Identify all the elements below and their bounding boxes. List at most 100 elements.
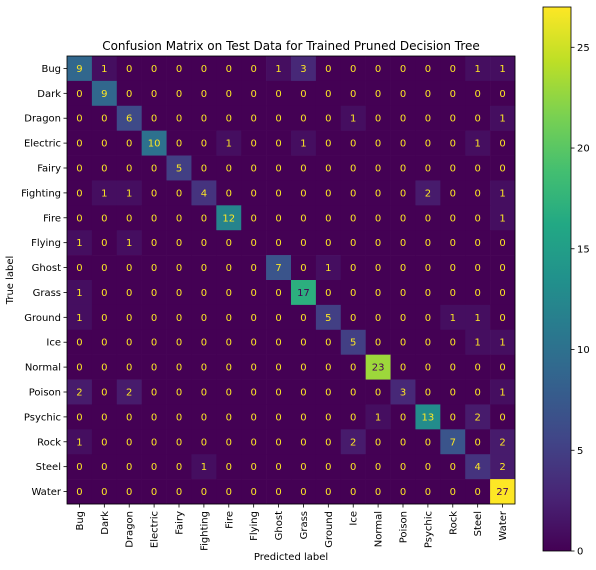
- heatmap-cell: [241, 280, 267, 306]
- heatmap-cell: [365, 379, 391, 405]
- heatmap-cell: [266, 205, 292, 231]
- heatmap-cell: [291, 354, 317, 380]
- cell-value-label: 0: [300, 164, 306, 175]
- cell-value-label: 0: [226, 388, 232, 399]
- heatmap-cell: [266, 454, 292, 480]
- heatmap-cell: [365, 205, 391, 231]
- heatmap-cell: [191, 56, 217, 82]
- cell-value-label: 0: [375, 338, 381, 349]
- heatmap-cell: [440, 56, 466, 82]
- cell-value-label: 0: [350, 89, 356, 100]
- y-axis-ticks: Bug Dark Dragon Electric Fairy Fighting Fire Fl…: [21, 64, 67, 498]
- heatmap-cell: [315, 354, 342, 380]
- heatmap-cell: [315, 404, 342, 430]
- heatmap-cell: [266, 379, 292, 405]
- heatmap-cell: [340, 280, 366, 306]
- cell-value-label: 0: [425, 64, 431, 75]
- cell-value-label: 0: [325, 238, 331, 249]
- y-tick-label: Bug: [41, 64, 61, 75]
- cell-value-label: 1: [499, 338, 505, 349]
- cell-value-label: 0: [425, 288, 431, 299]
- heatmap-cell: [291, 329, 317, 355]
- heatmap-cell: [340, 105, 366, 131]
- heatmap-cell: [315, 304, 342, 331]
- heatmap-cells: 9 1 0 0 0 0 0 0 1 3 0 0 0 0 0 0 1 10 9 0 0 0 0 0 0 0 0 0 0 0 0 0 0 0 00 0 6 0…: [67, 56, 516, 505]
- heatmap-cell: [166, 230, 192, 256]
- cell-value-label: 0: [226, 64, 232, 75]
- heatmap-cell: [365, 354, 391, 380]
- heatmap-cell: [490, 304, 516, 331]
- heatmap-cell: [315, 429, 342, 455]
- cell-value-label: 0: [350, 288, 356, 299]
- heatmap-cell: [191, 255, 217, 281]
- heatmap-cell: [315, 180, 342, 206]
- cell-value-label: 0: [275, 363, 281, 374]
- heatmap-cell: [191, 155, 217, 181]
- cell-value-label: 0: [226, 437, 232, 448]
- heatmap-cell: [141, 105, 167, 131]
- cell-value-label: 0: [450, 388, 456, 399]
- cell-value-label: 0: [275, 238, 281, 249]
- cell-value-label: 0: [375, 213, 381, 224]
- colorbar-tick-label: 10: [577, 345, 590, 356]
- heatmap-cell: [241, 180, 267, 206]
- heatmap-cell: [91, 280, 118, 306]
- cell-value-label: 0: [450, 288, 456, 299]
- x-tick-label: Bug: [75, 511, 86, 531]
- cell-value-label: 0: [400, 114, 406, 125]
- heatmap-cell: [266, 354, 292, 380]
- cell-value-label: 0: [176, 263, 182, 274]
- cell-value-label: 0: [151, 164, 157, 175]
- cell-value-label: 0: [450, 338, 456, 349]
- heatmap-cell: [266, 130, 292, 156]
- heatmap-cell: [67, 56, 93, 82]
- heatmap-cell: [166, 354, 192, 380]
- cell-value-label: 0: [474, 363, 480, 374]
- cell-value-label: 1: [499, 188, 505, 199]
- cell-value-label: 0: [101, 164, 107, 175]
- cell-value-label: 0: [201, 363, 207, 374]
- cell-value-label: 0: [151, 462, 157, 473]
- cell-value-label: 0: [350, 313, 356, 324]
- cell-value-label: 0: [250, 164, 256, 175]
- heatmap-cell: [91, 105, 118, 131]
- heatmap-cell: [141, 80, 167, 107]
- cell-value-label: 0: [250, 437, 256, 448]
- cell-value-label: 0: [250, 462, 256, 473]
- heatmap-cell: [216, 354, 242, 380]
- cell-value-label: 1: [76, 288, 82, 299]
- cell-value-label: 0: [300, 363, 306, 374]
- cell-value-label: 0: [250, 139, 256, 150]
- cell-value-label: 27: [496, 487, 509, 498]
- heatmap-cell: [291, 429, 317, 455]
- colorbar-tick-label: 0: [577, 547, 583, 558]
- cell-value-label: 0: [275, 288, 281, 299]
- cell-value-label: 0: [101, 288, 107, 299]
- heatmap-cell: [141, 56, 167, 82]
- heatmap-cell: [91, 130, 118, 156]
- heatmap-cell: [440, 230, 466, 256]
- heatmap-cell: [166, 280, 192, 306]
- colorbar-tick-label: 20: [577, 144, 590, 155]
- cell-value-label: 0: [250, 188, 256, 199]
- heatmap-cell: [490, 130, 516, 156]
- cell-value-label: 0: [201, 114, 207, 125]
- heatmap-cell: [67, 205, 93, 231]
- cell-value-label: 0: [325, 462, 331, 473]
- heatmap-cell: [291, 230, 317, 256]
- heatmap-cell: [490, 56, 516, 82]
- heatmap-cell: [365, 280, 391, 306]
- heatmap-cell: [241, 80, 267, 107]
- cell-value-label: 1: [325, 263, 331, 274]
- cell-value-label: 0: [201, 388, 207, 399]
- heatmap-cell: [141, 205, 167, 231]
- heatmap-cell: [191, 205, 217, 231]
- heatmap-cell: [465, 80, 491, 107]
- heatmap-cell: [291, 56, 317, 82]
- heatmap-cell: [216, 329, 242, 355]
- heatmap-cell: [291, 280, 317, 306]
- heatmap-cell: [465, 230, 491, 256]
- cell-value-label: 0: [350, 487, 356, 498]
- heatmap-cell: [465, 379, 491, 405]
- y-tick-label: Ice: [46, 338, 61, 349]
